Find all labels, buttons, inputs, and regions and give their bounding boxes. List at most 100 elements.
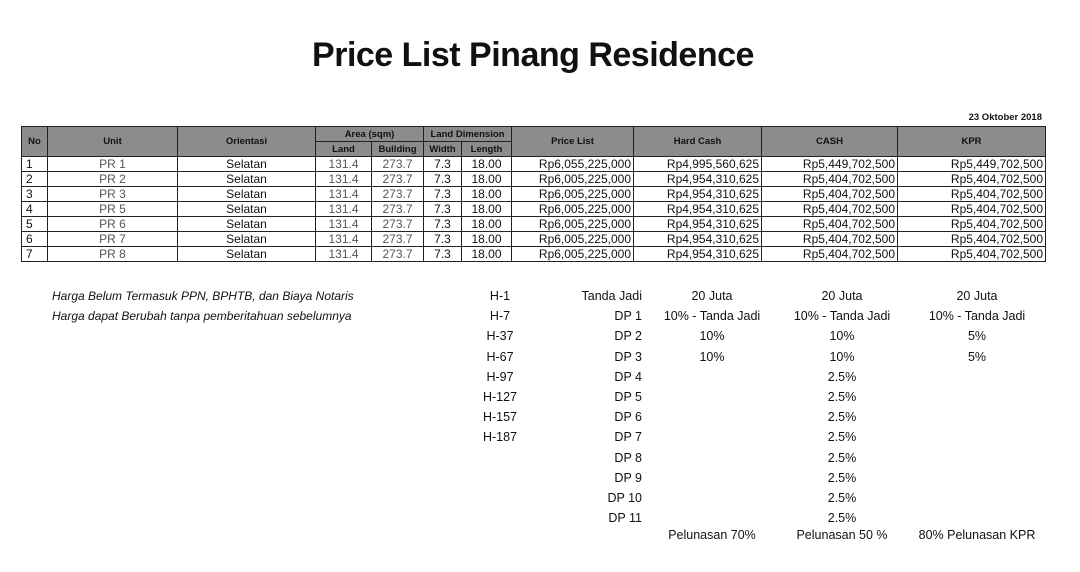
schedule-cash-item: 10% xyxy=(829,349,855,364)
price-table: No Unit Orientasi Area (sqm) Land Dimens… xyxy=(21,126,1046,262)
schedule-dp-item: DP 1 xyxy=(614,309,642,324)
cell-price-list: Rp6,005,225,000 xyxy=(511,216,634,232)
cell-price-list: Rp6,005,225,000 xyxy=(511,231,634,247)
cell-width: 7.3 xyxy=(423,186,462,202)
cell-kpr: Rp5,404,702,500 xyxy=(897,171,1046,187)
schedule-dp-item: DP 6 xyxy=(614,410,642,425)
cell-unit: PR 7 xyxy=(47,231,178,247)
schedule-kpr-item: 5% xyxy=(967,329,987,344)
schedule-h-item: H-1 xyxy=(489,289,511,303)
cell-land: 131.4 xyxy=(315,201,372,217)
schedule-cash-item: 2.5% xyxy=(827,511,857,526)
cell-width: 7.3 xyxy=(423,156,462,172)
cell-width: 7.3 xyxy=(423,216,462,232)
table-row: 1 PR 1 Selatan 131.4 273.7 7.3 18.00 Rp6… xyxy=(21,156,1046,172)
date-label: 23 Oktober 2018 xyxy=(968,112,1042,123)
schedule-h-column: H-1 H-7 H-37 H-67 H-97 H-127 H-157 H-187 xyxy=(470,286,530,448)
header-price-list: Price List xyxy=(511,126,634,157)
cell-unit: PR 1 xyxy=(47,156,178,172)
schedule-dp-item: DP 4 xyxy=(614,369,642,384)
schedule-kpr-item: 5% xyxy=(967,349,987,364)
cell-unit: PR 8 xyxy=(47,246,178,262)
note-price-change: Harga dapat Berubah tanpa pemberitahuan … xyxy=(52,309,352,323)
cell-cash: Rp5,404,702,500 xyxy=(761,216,898,232)
header-hard-cash: Hard Cash xyxy=(633,126,762,157)
header-kpr: KPR xyxy=(897,126,1046,157)
schedule-kpr-column: 20 Juta 10% - Tanda Jadi 5% 5% xyxy=(912,286,1042,367)
cell-building: 273.7 xyxy=(371,246,424,262)
schedule-cash-item: 10% - Tanda Jadi xyxy=(793,309,891,324)
header-width: Width xyxy=(423,141,462,157)
cell-land: 131.4 xyxy=(315,171,372,187)
schedule-dp-item: DP 9 xyxy=(614,470,642,485)
cell-hard-cash: Rp4,954,310,625 xyxy=(633,186,762,202)
schedule-h-item: H-7 xyxy=(489,309,511,324)
schedule-dp-item: DP 7 xyxy=(614,430,642,445)
cell-width: 7.3 xyxy=(423,246,462,262)
cell-hard-cash: Rp4,954,310,625 xyxy=(633,216,762,232)
cell-orientasi: Selatan xyxy=(177,231,316,247)
cell-building: 273.7 xyxy=(371,171,424,187)
cell-hard-cash: Rp4,995,560,625 xyxy=(633,156,762,172)
schedule-dp-item: DP 8 xyxy=(614,450,642,465)
cell-kpr: Rp5,404,702,500 xyxy=(897,231,1046,247)
table-row: 4 PR 5 Selatan 131.4 273.7 7.3 18.00 Rp6… xyxy=(21,201,1046,217)
schedule-cash-item: 2.5% xyxy=(827,389,857,404)
cell-length: 18.00 xyxy=(461,216,512,232)
header-building: Building xyxy=(371,141,424,157)
cell-land: 131.4 xyxy=(315,216,372,232)
cell-hard-cash: Rp4,954,310,625 xyxy=(633,231,762,247)
schedule-dp-item: DP 11 xyxy=(608,511,642,526)
page-title: Price List Pinang Residence xyxy=(312,36,754,74)
cell-kpr: Rp5,404,702,500 xyxy=(897,246,1046,262)
schedule-cash-item: 2.5% xyxy=(827,490,857,505)
header-unit: Unit xyxy=(47,126,178,157)
footer-kpr: 80% Pelunasan KPR xyxy=(918,528,1036,542)
schedule-kpr-item: 10% - Tanda Jadi xyxy=(928,309,1026,324)
schedule-dp-item: DP 10 xyxy=(607,490,642,505)
cell-hard-cash: Rp4,954,310,625 xyxy=(633,201,762,217)
cell-length: 18.00 xyxy=(461,186,512,202)
cell-unit: PR 2 xyxy=(47,171,178,187)
cell-cash: Rp5,404,702,500 xyxy=(761,201,898,217)
cell-width: 7.3 xyxy=(423,171,462,187)
header-cash: CASH xyxy=(761,126,898,157)
cell-width: 7.3 xyxy=(423,231,462,247)
schedule-h-item: H-37 xyxy=(486,329,514,344)
cell-building: 273.7 xyxy=(371,216,424,232)
schedule-hard-cash-item: 10% xyxy=(699,329,725,344)
schedule-hard-cash-item: 20 Juta xyxy=(691,289,733,303)
header-orientasi: Orientasi xyxy=(177,126,316,157)
cell-orientasi: Selatan xyxy=(177,216,316,232)
cell-hard-cash: Rp4,954,310,625 xyxy=(633,171,762,187)
cell-cash: Rp5,404,702,500 xyxy=(761,186,898,202)
cell-kpr: Rp5,449,702,500 xyxy=(897,156,1046,172)
cell-length: 18.00 xyxy=(461,246,512,262)
schedule-h-item: H-187 xyxy=(482,430,518,445)
cell-orientasi: Selatan xyxy=(177,246,316,262)
cell-price-list: Rp6,005,225,000 xyxy=(511,186,634,202)
header-land-dimension: Land Dimension xyxy=(423,126,512,142)
cell-unit: PR 3 xyxy=(47,186,178,202)
cell-length: 18.00 xyxy=(461,156,512,172)
cell-no: 6 xyxy=(21,231,48,247)
schedule-cash-item: 20 Juta xyxy=(821,289,863,303)
cell-no: 1 xyxy=(21,156,48,172)
schedule-cash-item: 2.5% xyxy=(827,450,857,465)
table-row: 7 PR 8 Selatan 131.4 273.7 7.3 18.00 Rp6… xyxy=(21,246,1046,262)
cell-building: 273.7 xyxy=(371,156,424,172)
cell-orientasi: Selatan xyxy=(177,171,316,187)
header-area: Area (sqm) xyxy=(315,126,424,142)
schedule-cash-item: 2.5% xyxy=(827,410,857,425)
cell-price-list: Rp6,005,225,000 xyxy=(511,246,634,262)
cell-unit: PR 6 xyxy=(47,216,178,232)
cell-land: 131.4 xyxy=(315,246,372,262)
cell-no: 2 xyxy=(21,171,48,187)
schedule-h-item: H-67 xyxy=(486,349,514,364)
header-length: Length xyxy=(461,141,512,157)
cell-building: 273.7 xyxy=(371,201,424,217)
cell-cash: Rp5,449,702,500 xyxy=(761,156,898,172)
cell-price-list: Rp6,055,225,000 xyxy=(511,156,634,172)
table-row: 3 PR 3 Selatan 131.4 273.7 7.3 18.00 Rp6… xyxy=(21,186,1046,202)
cell-unit: PR 5 xyxy=(47,201,178,217)
